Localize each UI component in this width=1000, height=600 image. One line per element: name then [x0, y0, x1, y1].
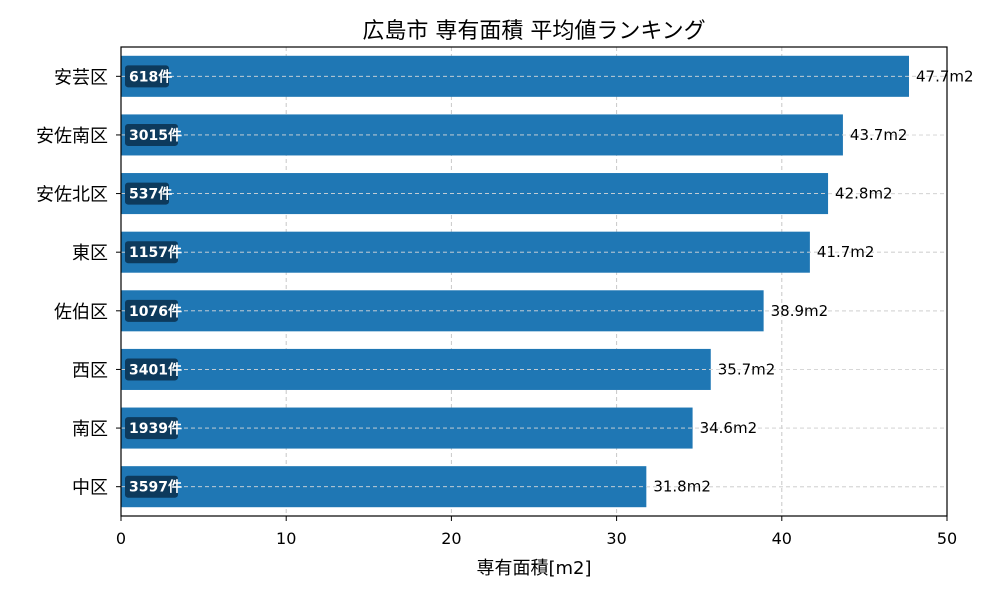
- x-tick-label: 0: [116, 529, 126, 548]
- value-label: 38.9m2: [771, 302, 829, 320]
- y-tick-label: 中区: [72, 478, 108, 499]
- count-label: 1076件: [129, 303, 182, 320]
- count-badge: [125, 417, 178, 440]
- x-tick-label: 20: [441, 529, 461, 548]
- y-tick-label: 安佐北区: [36, 185, 108, 206]
- y-tick-label: 西区: [72, 360, 108, 381]
- count-label: 3015件: [129, 127, 182, 144]
- count-label: 3597件: [129, 479, 182, 496]
- count-badge: [125, 475, 178, 498]
- count-badge: [125, 358, 178, 381]
- y-tick-label: 南区: [72, 419, 108, 440]
- value-label: 43.7m2: [850, 126, 908, 144]
- count-label: 3401件: [129, 361, 182, 378]
- value-label: 31.8m2: [653, 478, 711, 496]
- count-badge: [125, 123, 178, 146]
- count-badge: [125, 65, 169, 88]
- value-label: 42.8m2: [835, 185, 893, 203]
- count-label: 537件: [129, 186, 172, 203]
- value-label: 47.7m2: [916, 67, 974, 85]
- value-label: 41.7m2: [817, 243, 875, 261]
- value-label: 35.7m2: [718, 360, 776, 378]
- count-label: 618件: [129, 68, 172, 85]
- count-badge: [125, 299, 178, 322]
- plot-frame: [120, 46, 948, 517]
- chart-title: 広島市 専有面積 平均値ランキング: [362, 19, 705, 44]
- x-tick-label: 40: [772, 529, 792, 548]
- x-tick-label: 30: [606, 529, 626, 548]
- count-badge: [125, 241, 178, 264]
- value-label: 34.6m2: [700, 419, 758, 437]
- y-tick-label: 東区: [72, 243, 108, 264]
- count-badge: [125, 182, 169, 205]
- x-axis-title: 専有面積[m2]: [476, 558, 591, 579]
- bar-layer: 618件 47.7m2 3015件 43.7m2 537件 42.8m2 1157件 41.7…: [121, 55, 974, 508]
- x-tick-label: 50: [937, 529, 957, 548]
- y-tick-label: 安芸区: [54, 67, 108, 88]
- x-tick-label: 10: [276, 529, 296, 548]
- count-label: 1939件: [129, 420, 182, 437]
- y-tick-label: 佐伯区: [54, 302, 108, 323]
- y-tick-label: 安佐南区: [36, 126, 108, 147]
- count-label: 1157件: [129, 244, 182, 261]
